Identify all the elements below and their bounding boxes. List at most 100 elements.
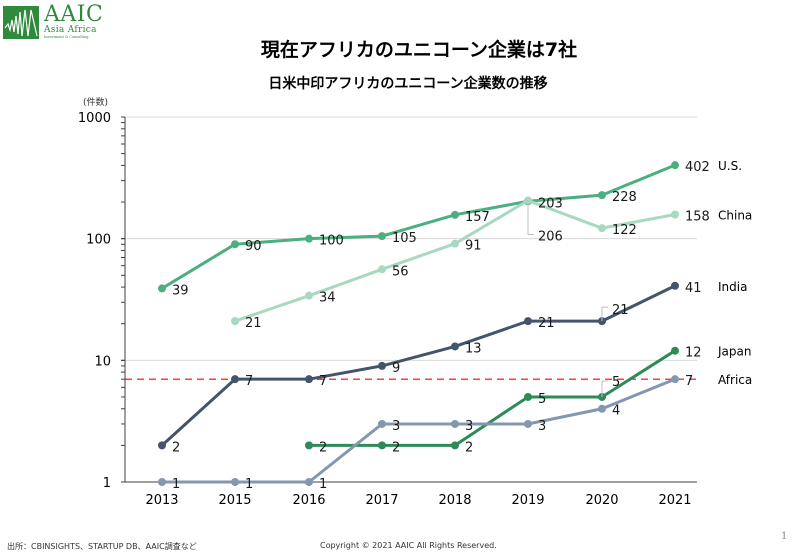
data-label: 56 (392, 264, 409, 279)
data-label: 122 (612, 223, 637, 238)
data-point-china (378, 265, 386, 274)
data-label: 41 (685, 281, 702, 296)
data-point-africa (598, 404, 606, 413)
data-label: 2 (392, 440, 400, 455)
data-point-africa (524, 419, 532, 428)
gridlines (125, 116, 697, 361)
y-tick-label: 100 (86, 233, 111, 248)
data-label: 7 (319, 374, 327, 389)
y-tick-label: 1 (103, 476, 111, 491)
series-line-japan (309, 349, 676, 447)
data-label: 13 (465, 341, 482, 356)
data-label: 228 (612, 190, 637, 205)
y-tick-label: 10 (94, 354, 111, 369)
series-name-china: China (718, 208, 752, 222)
data-point-japan (378, 441, 386, 450)
series-line-us (161, 163, 676, 290)
series-name-japan: Japan (717, 345, 751, 359)
data-label: 1 (172, 477, 180, 492)
page-title: 現在アフリカのユニコーン企業は7社 (260, 39, 578, 61)
data-label: 402 (685, 160, 710, 175)
data-point-africa (231, 478, 239, 486)
logo-wave-icon (3, 6, 39, 39)
data-label: 9 (392, 361, 400, 376)
data-point-japan (671, 346, 679, 355)
data-point-japan (305, 441, 313, 450)
copyright: Copyright © 2021 AAIC All Rights Reserve… (320, 541, 497, 550)
series-name-us: U.S. (718, 159, 742, 173)
series-line-india (160, 284, 676, 447)
axes: 1 10 100 1000 2013 2015 2016 2017 2018 2019 2020 20… (78, 111, 697, 508)
data-point-china (598, 224, 606, 233)
data-label: 4 (612, 404, 620, 419)
data-label: 12 (685, 346, 702, 361)
logo-text: AAIC (44, 2, 104, 27)
x-tick-label: 2013 (145, 493, 178, 508)
data-label: 100 (319, 234, 344, 249)
data-label: 3 (465, 419, 473, 434)
data-label: 21 (538, 316, 555, 331)
data-label: 203 (538, 196, 563, 211)
page-number: 1 (781, 531, 788, 542)
y-axis-unit-label: (件数) (83, 98, 109, 108)
data-point-india (378, 361, 386, 370)
x-tick-label: 2020 (585, 493, 618, 508)
data-point-japan (524, 392, 532, 401)
data-label: 2 (465, 440, 473, 455)
data-point-us (158, 284, 166, 293)
data-label: 21 (245, 316, 262, 331)
data-label: 1 (319, 477, 327, 492)
data-label: 5 (538, 392, 546, 407)
x-tick-label: 2015 (218, 493, 251, 508)
x-tick-label: 2019 (511, 493, 544, 508)
series-group (158, 161, 679, 486)
data-label: 1 (245, 477, 253, 492)
data-label: 90 (245, 239, 262, 254)
chart-title: 日米中印アフリカのユニコーン企業数の推移 (268, 76, 548, 92)
data-point-africa (378, 419, 386, 428)
data-label: 2 (319, 440, 327, 455)
x-tick-label: 2017 (365, 493, 398, 508)
data-point-us (671, 161, 679, 170)
data-point-china (231, 317, 239, 326)
y-tick-label: 1000 (78, 111, 111, 126)
data-point-china (451, 239, 459, 248)
data-point-africa (451, 419, 459, 428)
data-label: 157 (465, 210, 490, 225)
logo-subtext: Asia Africa (44, 25, 97, 35)
data-label: 206 (538, 229, 563, 244)
data-label: 21 (612, 303, 629, 318)
series-name-india: India (718, 280, 747, 294)
data-label: 39 (172, 283, 189, 298)
data-point-india (524, 317, 532, 326)
source-note: 出所：CBINSIGHTS、STARTUP DB、AAIC調査など (7, 542, 197, 551)
data-point-japan (451, 441, 459, 450)
data-label: 5 (612, 375, 620, 390)
data-point-us (378, 232, 386, 241)
series-name-africa: Africa (718, 373, 752, 387)
data-label: 34 (319, 291, 336, 306)
data-point-china (305, 291, 313, 300)
leader-line (601, 380, 608, 397)
aaic-logo: AAIC Asia Africa Investment & Consulting (3, 2, 104, 40)
data-label: 105 (392, 231, 417, 246)
x-tick-label: 2018 (438, 493, 471, 508)
x-tick-label: 2021 (658, 493, 691, 508)
leader-line (527, 200, 534, 235)
data-label: 91 (465, 239, 482, 254)
data-label: 3 (392, 419, 400, 434)
data-point-africa (158, 478, 166, 486)
data-point-india (451, 342, 459, 351)
leader-line (601, 306, 608, 322)
data-point-us (305, 234, 313, 243)
data-point-india (671, 281, 679, 290)
data-point-us (231, 240, 239, 249)
data-point-africa (671, 375, 679, 384)
data-point-india (305, 375, 313, 384)
data-point-us (598, 191, 606, 200)
data-point-us (451, 210, 459, 219)
data-point-india (231, 375, 239, 384)
data-label: 3 (538, 419, 546, 434)
